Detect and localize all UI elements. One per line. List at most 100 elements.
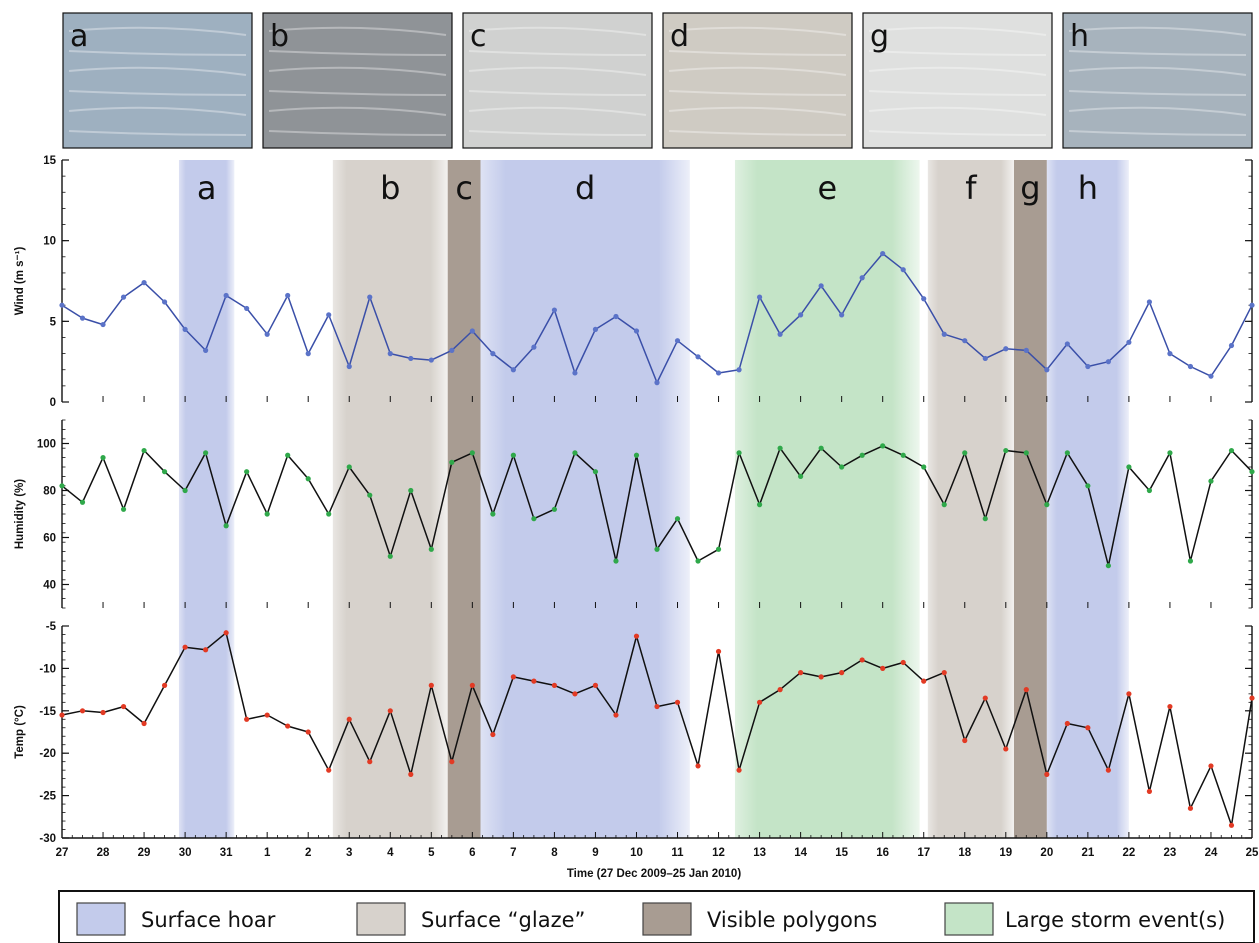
- photo-label: h: [1070, 19, 1089, 54]
- data-point-wind: [982, 355, 988, 362]
- data-point-wind: [326, 312, 332, 318]
- data-point-humidity: [695, 558, 701, 564]
- data-point-humidity: [203, 450, 209, 456]
- photo-b: b: [262, 12, 453, 149]
- photo-texture: [268, 90, 447, 96]
- legend-swatch: [944, 902, 994, 936]
- data-point-humidity: [1003, 447, 1009, 454]
- photo-texture: [868, 26, 1047, 36]
- data-point-humidity: [674, 516, 681, 522]
- data-point-wind: [551, 307, 558, 313]
- legend-label: Surface “glaze”: [421, 908, 585, 932]
- data-point-humidity: [510, 452, 516, 458]
- data-point-wind: [100, 321, 106, 328]
- legend-label: Visible polygons: [707, 908, 877, 932]
- photo-a: a: [62, 12, 253, 149]
- data-point-humidity: [818, 445, 824, 451]
- data-point-wind: [1187, 363, 1194, 370]
- photo-texture: [1068, 66, 1247, 76]
- panel-humidity: 40 60 80 100 Humidity (%): [14, 419, 1255, 609]
- band-label-e: e: [817, 169, 837, 207]
- data-point-humidity: [839, 464, 845, 470]
- photo-texture: [668, 50, 847, 56]
- photo-texture: [268, 50, 447, 56]
- data-point-temp: [223, 630, 229, 636]
- data-point-temp: [674, 699, 681, 705]
- x-axis: 27 28 29 30 31 1 2 3 4 5 6 7 8 9 10 11 12 13 14 15 16 17 18 19 2…: [56, 396, 1259, 859]
- data-point-temp: [654, 703, 660, 710]
- photo-texture: [868, 90, 1047, 96]
- data-point-wind: [839, 312, 845, 318]
- data-point-wind: [736, 367, 742, 373]
- photo-texture: [68, 66, 247, 76]
- data-point-humidity: [880, 443, 886, 449]
- data-point-humidity: [490, 511, 496, 517]
- data-point-temp: [1023, 687, 1029, 693]
- data-point-humidity: [531, 516, 537, 522]
- photo-texture: [1068, 26, 1247, 36]
- x-tick-label: 25: [1246, 847, 1259, 859]
- data-point-temp: [1003, 746, 1009, 752]
- data-point-wind: [1085, 363, 1091, 370]
- photo-texture: [468, 50, 647, 56]
- data-point-temp: [510, 674, 516, 680]
- data-point-wind: [428, 357, 434, 363]
- x-tick-label: 12: [712, 847, 725, 859]
- data-point-wind: [59, 302, 65, 308]
- photo-texture: [468, 66, 647, 76]
- data-point-temp: [633, 633, 640, 639]
- legend-label: Surface hoar: [141, 908, 276, 932]
- data-point-temp: [182, 644, 188, 650]
- photo-texture: [1068, 130, 1247, 136]
- data-point-humidity: [921, 464, 927, 470]
- data-point-wind: [449, 347, 455, 353]
- data-point-humidity: [408, 487, 414, 494]
- photo-frame: [862, 12, 1053, 149]
- data-point-temp: [818, 674, 824, 680]
- data-point-wind: [244, 305, 250, 312]
- y-tick-label: 40: [43, 580, 56, 592]
- data-point-temp: [1085, 725, 1091, 731]
- x-tick-label: 18: [958, 847, 971, 859]
- data-point-humidity: [428, 546, 434, 552]
- photo-texture: [668, 90, 847, 96]
- legend-label: Large storm event(s): [1005, 908, 1225, 932]
- data-point-temp: [1105, 767, 1111, 773]
- y-tick-label: 10: [43, 236, 56, 248]
- data-point-temp: [1167, 703, 1173, 710]
- data-point-temp: [1208, 763, 1214, 769]
- data-point-temp: [777, 687, 783, 693]
- time-series-panels: 0 5 10 15 Wind (m s⁻¹) 40 60 80 100 Humidity (%) -…: [14, 155, 1255, 845]
- photo-texture: [668, 106, 847, 116]
- photo-frame: [62, 12, 253, 149]
- photo-label: g: [870, 19, 889, 54]
- data-point-humidity: [79, 499, 86, 505]
- data-point-wind: [777, 331, 783, 337]
- data-point-wind: [880, 250, 886, 257]
- x-tick-label: 14: [794, 847, 807, 859]
- data-point-temp: [469, 682, 475, 688]
- data-point-temp: [100, 709, 106, 716]
- data-point-wind: [1105, 359, 1111, 365]
- y-tick-label: 15: [43, 155, 56, 167]
- data-point-wind: [798, 312, 804, 318]
- data-point-temp: [367, 759, 373, 765]
- data-point-temp: [1146, 788, 1153, 794]
- data-point-wind: [79, 315, 86, 321]
- y-axis-title-humidity: Humidity (%): [14, 479, 26, 549]
- data-point-temp: [572, 691, 578, 697]
- data-point-wind: [120, 294, 127, 300]
- x-tick-label: 10: [630, 847, 643, 859]
- band-label-b: b: [380, 169, 400, 207]
- data-point-temp: [982, 695, 988, 701]
- data-point-humidity: [285, 452, 291, 458]
- data-point-humidity: [715, 546, 722, 552]
- y-axis-title-wind: Wind (m s⁻¹): [14, 247, 26, 316]
- data-point-humidity: [798, 473, 804, 479]
- y-tick-label: 80: [43, 486, 56, 498]
- photo-texture: [868, 106, 1047, 116]
- data-point-humidity: [572, 450, 578, 456]
- data-point-temp: [203, 647, 209, 653]
- data-point-humidity: [223, 523, 229, 529]
- band-a: [178, 160, 235, 838]
